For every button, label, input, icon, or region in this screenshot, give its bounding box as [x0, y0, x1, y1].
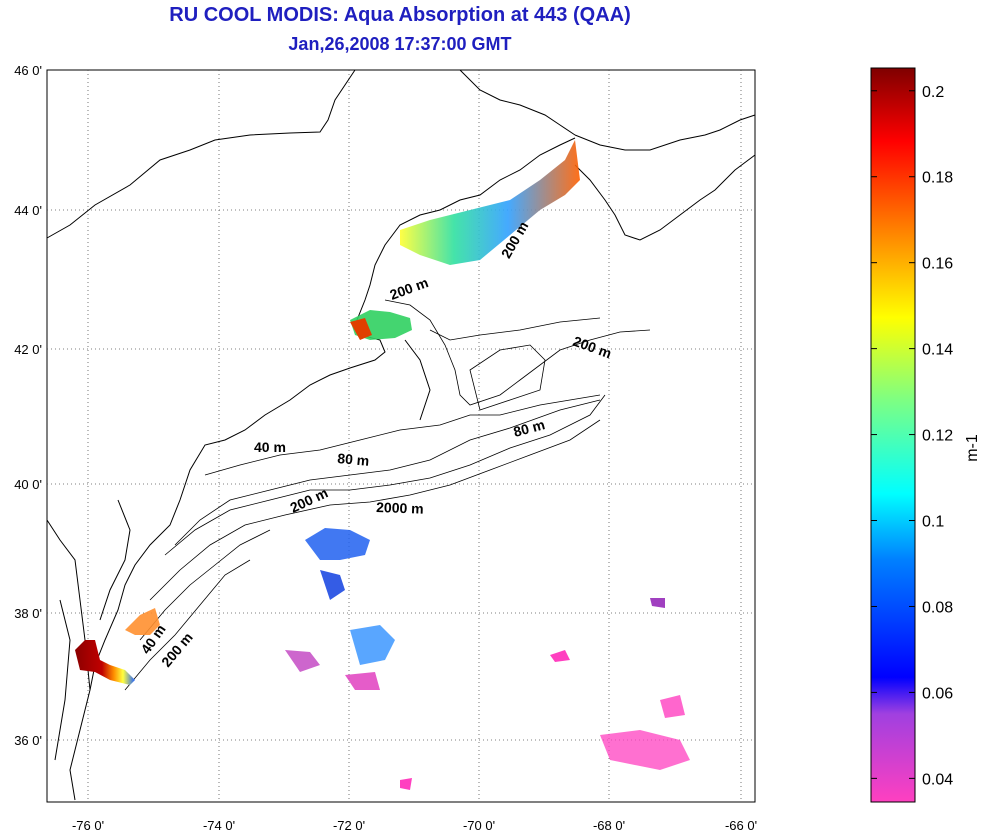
longitude-tick-label: -68 0' — [593, 818, 625, 833]
contour-label: 80 m — [512, 416, 547, 440]
absorption-data — [75, 140, 690, 790]
colorbar — [870, 67, 916, 803]
longitude-tick-label: -72 0' — [333, 818, 365, 833]
colorbar-tick-label: 0.16 — [922, 256, 953, 273]
longitude-labels: -76 0' -74 0' -72 0' -70 0' -68 0' -66 0' — [72, 818, 757, 833]
colorbar-tick-label: 0.18 — [922, 170, 953, 187]
map-subtitle: Jan,26,2008 17:37:00 GMT — [288, 34, 512, 54]
longitude-tick-label: -76 0' — [72, 818, 104, 833]
latitude-tick-label: 40 0' — [14, 477, 42, 492]
contour-label: 2000 m — [376, 499, 424, 517]
colorbar-tick-label: 0.14 — [922, 342, 953, 359]
colorbar-ticks: 0.2 0.18 0.16 0.14 0.12 0.1 0.08 0.06 0.04 — [871, 84, 953, 788]
latitude-labels: 46 0' 44 0' 42 0' 40 0' 38 0' 36 0' — [14, 63, 42, 748]
latitude-tick-label: 44 0' — [14, 203, 42, 218]
colorbar-tick-label: 0.2 — [922, 84, 944, 101]
longitude-tick-label: -70 0' — [463, 818, 495, 833]
colorbar-tick-label: 0.04 — [922, 771, 953, 788]
longitude-tick-label: -74 0' — [203, 818, 235, 833]
contour-label: 80 m — [337, 450, 370, 469]
latitude-tick-label: 38 0' — [14, 606, 42, 621]
contour-label: 40 m — [254, 439, 286, 455]
longitude-tick-label: -66 0' — [725, 818, 757, 833]
colorbar-tick-label: 0.06 — [922, 685, 953, 702]
bathymetry-contours — [124, 299, 651, 691]
colorbar-tick-label: 0.08 — [922, 599, 953, 616]
latitude-tick-label: 36 0' — [14, 733, 42, 748]
colorbar-label: m-1 — [964, 434, 981, 462]
map-frame — [46, 69, 756, 803]
colorbar-tick-label: 0.1 — [922, 514, 944, 531]
latitude-tick-label: 46 0' — [14, 63, 42, 78]
latitude-tick-label: 42 0' — [14, 342, 42, 357]
map-title: RU COOL MODIS: Aqua Absorption at 443 (Q… — [169, 4, 631, 26]
colorbar-tick-label: 0.12 — [922, 428, 953, 445]
